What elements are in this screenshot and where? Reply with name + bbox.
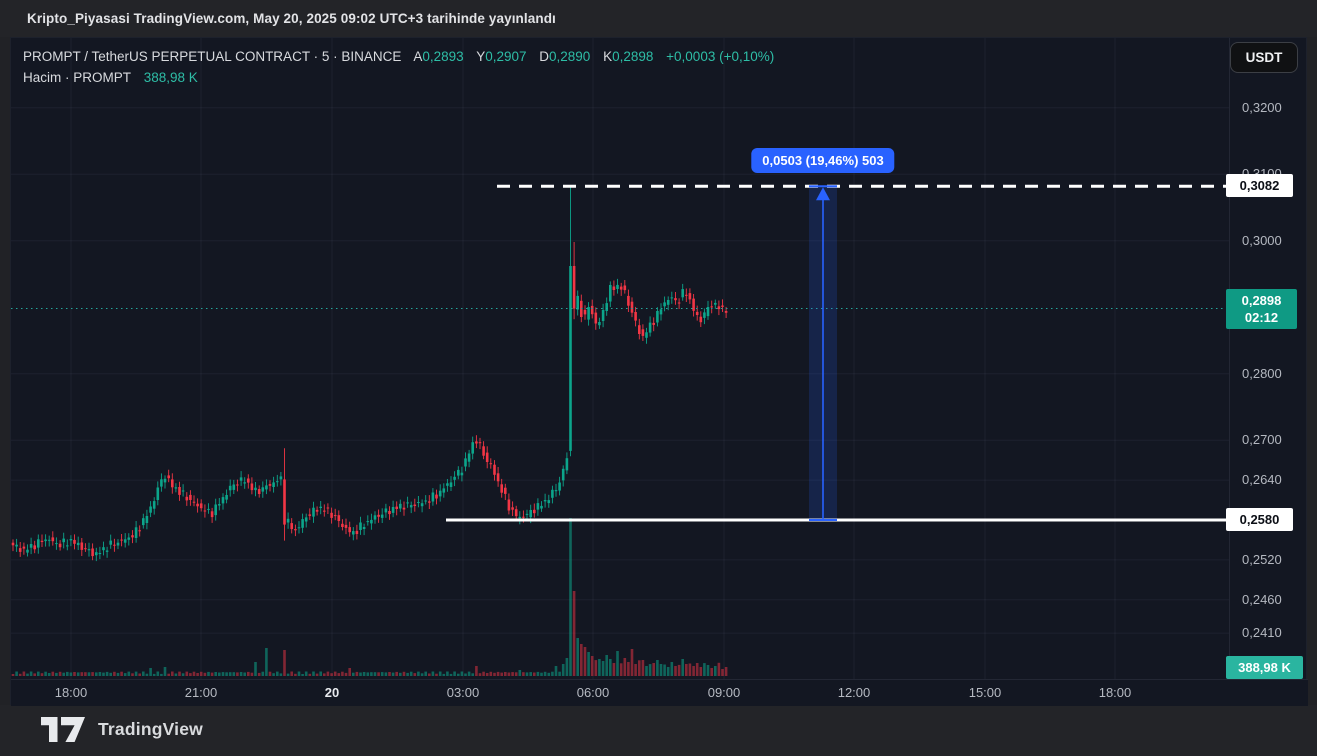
low-value: 0,2890 bbox=[549, 49, 591, 64]
volume-axis-badge: 388,98 K bbox=[1226, 656, 1303, 679]
time-axis-label: 18:00 bbox=[54, 685, 88, 700]
time-axis-label: 09:00 bbox=[707, 685, 741, 700]
candlestick-chart[interactable] bbox=[11, 38, 1229, 679]
time-axis-label: 15:00 bbox=[968, 685, 1002, 700]
time-axis-label: 20 bbox=[324, 685, 340, 700]
change-value: +0,0003 (+0,10%) bbox=[666, 49, 775, 64]
open-label: A bbox=[413, 49, 423, 64]
volume-study-value: 388,98 K bbox=[143, 70, 198, 85]
legend-symbol-row[interactable]: PROMPT / TetherUS PERPETUAL CONTRACT · 5… bbox=[23, 46, 774, 67]
time-axis-label: 21:00 bbox=[184, 685, 218, 700]
price-axis-label: 0,3000 bbox=[1242, 232, 1282, 248]
time-axis-label: 03:00 bbox=[446, 685, 480, 700]
measurement-band[interactable] bbox=[809, 185, 837, 521]
price-axis-label: 0,2700 bbox=[1242, 432, 1282, 448]
footer-bar: TradingView bbox=[0, 705, 1317, 756]
close-value: 0,2898 bbox=[612, 49, 654, 64]
chart-legend: PROMPT / TetherUS PERPETUAL CONTRACT · 5… bbox=[23, 46, 774, 88]
open-value: 0,2893 bbox=[422, 49, 464, 64]
high-label: Y bbox=[476, 49, 486, 64]
low-label: D bbox=[539, 49, 550, 64]
low-level-price-badge: 0,2580 bbox=[1226, 508, 1293, 531]
time-axis-label: 18:00 bbox=[1098, 685, 1132, 700]
tradingview-logo-icon bbox=[41, 717, 85, 742]
volume-study-label[interactable]: Hacim · PROMPT bbox=[23, 70, 131, 85]
time-axis[interactable]: 18:00 21:00 20 03:00 06:00 09:00 12:00 15:00 18:… bbox=[11, 679, 1308, 706]
currency-toggle-button[interactable]: USDT bbox=[1230, 42, 1298, 73]
high-value: 0,2907 bbox=[485, 49, 527, 64]
close-label: K bbox=[603, 49, 613, 64]
measurement-label[interactable]: 0,0503 (19,46%) 503 bbox=[751, 148, 895, 174]
price-axis[interactable]: 0,32000,31000,30000,28000,27000,26400,25… bbox=[1226, 38, 1309, 679]
legend-volume-row[interactable]: Hacim · PROMPT 388,98 K bbox=[23, 67, 774, 88]
time-axis-label: 06:00 bbox=[576, 685, 610, 700]
time-axis-label: 12:00 bbox=[837, 685, 871, 700]
tradingview-brand-text: TradingView bbox=[98, 719, 203, 739]
last-price-countdown-badge: 0,2898 02:12 bbox=[1226, 288, 1297, 329]
tradingview-logo-link[interactable]: TradingView bbox=[40, 716, 203, 743]
price-axis-label: 0,2520 bbox=[1242, 551, 1282, 567]
price-axis-label: 0,2460 bbox=[1242, 591, 1282, 607]
price-axis-label: 0,3200 bbox=[1242, 99, 1282, 115]
chart-area: PROMPT / TetherUS PERPETUAL CONTRACT · 5… bbox=[10, 37, 1309, 706]
publish-info-text: Kripto_Piyasasi TradingView.com, May 20,… bbox=[27, 11, 556, 26]
symbol-title[interactable]: PROMPT / TetherUS PERPETUAL CONTRACT · 5… bbox=[23, 49, 402, 64]
price-axis-label: 0,2640 bbox=[1242, 472, 1282, 488]
publish-info-bar: Kripto_Piyasasi TradingView.com, May 20,… bbox=[0, 0, 1317, 37]
price-axis-label: 0,2800 bbox=[1242, 365, 1282, 381]
price-axis-label: 0,2410 bbox=[1242, 625, 1282, 641]
high-level-price-badge: 0,3082 bbox=[1226, 174, 1293, 198]
